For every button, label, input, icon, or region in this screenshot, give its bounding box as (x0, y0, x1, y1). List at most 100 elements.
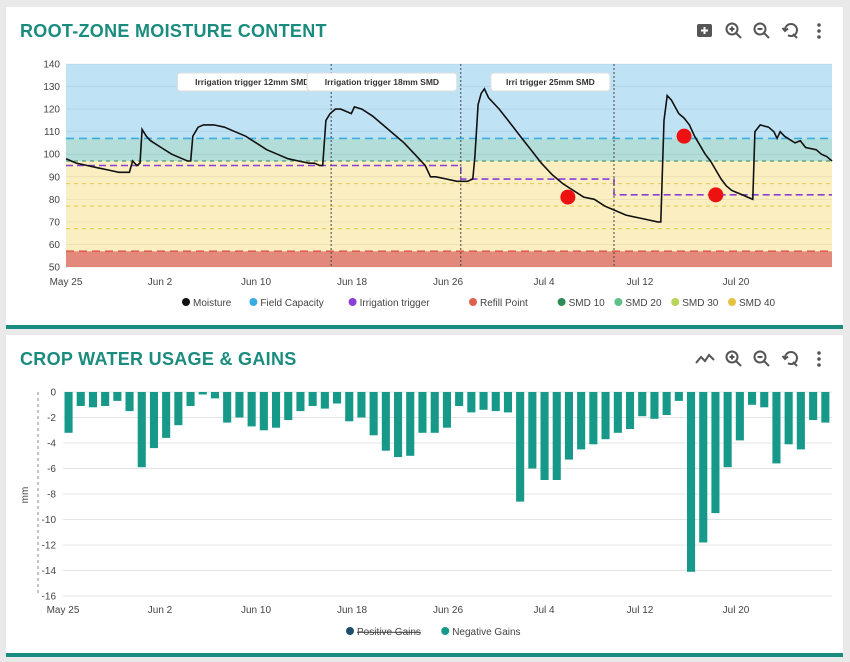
bar (540, 392, 549, 480)
y-tick-label: 50 (49, 263, 61, 274)
annotation-label: Irri trigger 25mm SMD (506, 77, 595, 87)
bar (308, 392, 317, 406)
legend-marker (441, 627, 450, 635)
x-tick-label: Jul 4 (533, 277, 555, 288)
x-tick-label: Jun 26 (433, 605, 463, 616)
bar (137, 392, 146, 468)
trigger-marker (676, 128, 692, 144)
add-box-icon[interactable] (695, 21, 715, 41)
legend-item[interactable]: Irrigation trigger (348, 298, 431, 309)
y-tick-label: -10 (42, 515, 57, 526)
legend-item[interactable]: Field Capacity (249, 298, 324, 309)
bar (162, 392, 171, 438)
moisture-toolbar (691, 21, 829, 41)
bar (638, 392, 647, 417)
bar (101, 392, 110, 406)
moisture-line (65, 87, 833, 223)
reset-zoom-icon[interactable] (781, 21, 801, 41)
bar (687, 392, 696, 572)
bar (723, 392, 732, 468)
y-tick-label: 120 (43, 105, 60, 116)
bar (259, 392, 268, 431)
bar (821, 392, 830, 423)
x-tick-label: May 25 (50, 277, 83, 288)
legend-item[interactable]: Moisture (182, 298, 232, 309)
legend-item[interactable]: Refill Point (469, 298, 528, 309)
y-tick-label: 130 (43, 82, 60, 93)
legend-item[interactable]: Negative Gains (441, 627, 521, 638)
zoom-out-icon[interactable] (752, 21, 772, 41)
zoom-in-icon[interactable] (724, 21, 744, 41)
bar (406, 392, 415, 456)
moisture-panel: ROOT-ZONE MOISTURE CONTENT Irrigation tr… (6, 7, 843, 329)
bar (186, 392, 195, 406)
bar (796, 392, 805, 450)
trigger-marker (560, 189, 576, 205)
y-tick-label: 140 (43, 60, 60, 71)
legend-item[interactable]: SMD 10 (557, 298, 606, 309)
x-tick-label: Jun 26 (433, 277, 463, 288)
legend-marker (728, 298, 736, 306)
x-tick-label: Jul 12 (627, 277, 654, 288)
bar (772, 392, 781, 464)
y-tick-label: -12 (42, 541, 57, 552)
bar (601, 392, 610, 440)
bar (479, 392, 488, 410)
bar (369, 392, 378, 436)
y-tick-label: 100 (43, 150, 60, 161)
legend-label: SMD 10 (569, 298, 606, 309)
bar (516, 392, 525, 502)
zoom-out-icon[interactable] (752, 349, 772, 369)
y-tick-label: 110 (44, 127, 60, 138)
trigger-marker (708, 187, 724, 203)
x-tick-label: May 25 (47, 605, 80, 616)
legend-marker (182, 298, 190, 306)
bar (503, 392, 512, 413)
zoom-in-icon[interactable] (724, 349, 744, 369)
x-tick-label: Jul 4 (533, 605, 555, 616)
water-usage-toolbar (691, 349, 829, 369)
reset-zoom-icon[interactable] (781, 349, 801, 369)
line-chart-icon[interactable] (695, 349, 715, 369)
legend-marker (469, 298, 477, 306)
bar (455, 392, 464, 406)
legend-item[interactable]: SMD 30 (671, 298, 719, 309)
y-tick-label: 0 (50, 388, 56, 399)
more-vert-icon[interactable] (809, 21, 829, 41)
bar (650, 392, 659, 419)
bar (491, 392, 500, 412)
bar (418, 392, 427, 433)
bar (174, 392, 183, 426)
bar (809, 392, 818, 420)
legend-label: SMD 20 (625, 298, 662, 309)
legend-item[interactable]: Positive Gains (346, 627, 421, 638)
more-vert-icon[interactable] (809, 349, 829, 369)
bar (528, 392, 537, 469)
bar (345, 392, 354, 422)
bar (735, 392, 744, 441)
bar (113, 392, 122, 401)
moisture-chart: Irrigation trigger 12mm SMD Irrigation tr… (43, 60, 833, 309)
bar (674, 392, 683, 401)
legend-marker (346, 627, 354, 635)
x-tick-label: Jun 10 (241, 605, 271, 616)
legend-label: SMD 30 (682, 298, 719, 309)
y-tick-label: -16 (42, 592, 57, 603)
legend-label: Field Capacity (260, 298, 323, 309)
legend-item[interactable]: SMD 20 (614, 298, 662, 309)
y-tick-label: 70 (49, 217, 61, 228)
x-tick-label: Jul 20 (723, 605, 750, 616)
legend-marker (557, 298, 566, 306)
bar (320, 392, 329, 409)
bar (613, 392, 622, 433)
legend-marker (249, 298, 258, 306)
bar (577, 392, 586, 450)
x-tick-label: Jul 12 (627, 605, 654, 616)
legend-item[interactable]: SMD 40 (728, 298, 776, 309)
water-usage-chart: 0 -2 -4 -6 -8 -10 -12 -14 -16 mm May 25 Jun 2 Jun 10… (20, 388, 832, 638)
x-tick-label: Jun 18 (337, 277, 367, 288)
x-tick-label: Jun 2 (148, 605, 173, 616)
y-tick-label: -4 (47, 439, 56, 450)
bar (210, 392, 219, 399)
bar (235, 392, 244, 418)
